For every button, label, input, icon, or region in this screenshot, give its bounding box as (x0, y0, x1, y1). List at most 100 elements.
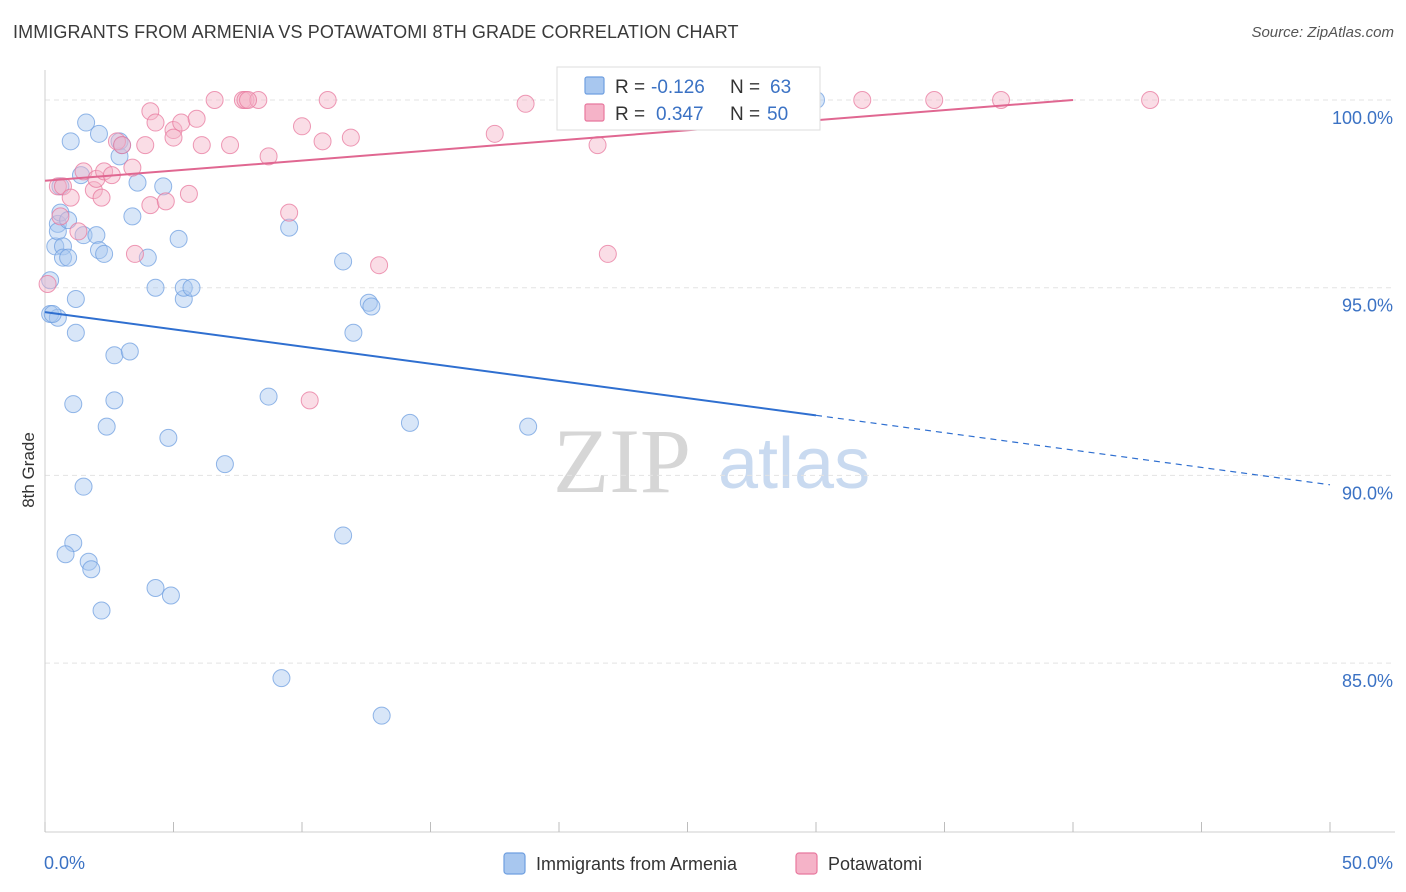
series-legend: Immigrants from Armenia Potawatomi (503, 852, 922, 875)
data-point-potawatomi (61, 188, 80, 207)
data-point-armenia (87, 226, 106, 245)
data-point-armenia (334, 252, 353, 271)
data-point-armenia (95, 244, 114, 263)
data-point-potawatomi (192, 136, 211, 155)
data-point-armenia (519, 417, 538, 436)
data-point-armenia (174, 278, 193, 297)
data-points (38, 91, 1160, 725)
trend-lines (44, 99, 1331, 486)
data-point-potawatomi (318, 91, 337, 110)
gridlines (45, 99, 1395, 664)
data-point-armenia (169, 229, 188, 248)
data-point-potawatomi (293, 117, 311, 136)
data-point-potawatomi (164, 128, 183, 147)
data-point-armenia (105, 346, 124, 365)
data-point-potawatomi (925, 91, 944, 110)
data-point-armenia (161, 586, 180, 605)
axes (44, 70, 1395, 833)
data-point-armenia (82, 560, 101, 579)
data-point-potawatomi (156, 192, 175, 211)
stats-legend: R = -0.126 N = 63 R = 0.347 N = 50 (556, 66, 821, 131)
data-point-armenia (128, 173, 147, 192)
data-point-potawatomi (141, 102, 160, 121)
data-point-armenia (159, 428, 178, 447)
data-point-armenia (105, 391, 124, 410)
data-point-armenia (344, 323, 363, 342)
y-tick-label: 100.0% (1332, 108, 1393, 128)
data-point-potawatomi (280, 203, 299, 222)
data-point-potawatomi (239, 91, 258, 110)
data-point-potawatomi (123, 158, 142, 177)
data-point-potawatomi (598, 244, 617, 263)
data-point-potawatomi (92, 188, 111, 207)
data-point-armenia (74, 477, 93, 496)
y-tick-label: 95.0% (1342, 296, 1393, 316)
series-legend-label-armenia: Immigrants from Armenia (536, 854, 738, 874)
legend-swatch-potawatomi (584, 103, 605, 122)
data-point-armenia (334, 526, 353, 545)
y-axis-title: 8th Grade (19, 432, 38, 508)
data-point-armenia (146, 579, 165, 598)
data-point-potawatomi (125, 244, 144, 263)
y-tick-label: 90.0% (1342, 483, 1393, 503)
chart-source: Source: ZipAtlas.com (1251, 24, 1394, 41)
data-point-armenia (56, 545, 75, 564)
legend-r-label: R = (615, 104, 645, 125)
data-point-armenia (146, 278, 165, 297)
data-point-potawatomi (38, 274, 57, 293)
legend-n-label: N = (730, 77, 760, 98)
data-point-armenia (259, 387, 278, 406)
data-point-armenia (280, 218, 299, 237)
data-point-potawatomi (259, 147, 278, 166)
data-point-armenia (92, 601, 111, 620)
data-point-potawatomi (205, 91, 224, 110)
data-point-potawatomi (136, 136, 155, 155)
data-point-armenia (120, 342, 139, 361)
data-point-potawatomi (87, 169, 106, 188)
data-point-potawatomi (146, 113, 165, 132)
legend-r-value-armenia: -0.126 (651, 77, 705, 98)
data-point-potawatomi (313, 132, 332, 151)
data-point-armenia (53, 248, 72, 267)
series-legend-swatch-armenia (503, 852, 526, 875)
y-tick-label: 85.0% (1342, 671, 1393, 691)
watermark-atlas: atlas (718, 424, 870, 504)
data-point-potawatomi (164, 121, 183, 140)
data-point-potawatomi (51, 207, 70, 226)
data-point-potawatomi (179, 184, 198, 203)
data-point-potawatomi (69, 222, 88, 241)
data-point-armenia (272, 669, 291, 688)
series-legend-label-potawatomi: Potawatomi (828, 854, 922, 874)
data-point-potawatomi (172, 113, 191, 132)
data-point-potawatomi (370, 256, 389, 275)
legend-r-label: R = (615, 77, 645, 98)
data-point-potawatomi (516, 94, 535, 113)
data-point-armenia (97, 417, 116, 436)
data-point-potawatomi (485, 124, 504, 143)
data-point-potawatomi (48, 177, 67, 196)
data-point-armenia (66, 289, 85, 308)
data-point-armenia (89, 124, 108, 143)
data-point-armenia (215, 455, 234, 474)
data-point-armenia (362, 297, 381, 316)
data-point-potawatomi (221, 136, 240, 155)
data-point-armenia (66, 323, 85, 342)
data-point-armenia (154, 177, 173, 196)
data-point-armenia (79, 552, 98, 571)
x-tick-label-max: 50.0% (1342, 853, 1393, 873)
data-point-armenia (48, 214, 67, 233)
legend-n-value-armenia: 63 (770, 77, 791, 98)
data-point-armenia (110, 147, 129, 166)
watermark-zip: ZIP (553, 410, 691, 512)
x-tick-labels: 0.0% 50.0% (44, 853, 1393, 873)
data-point-armenia (61, 132, 80, 151)
data-point-potawatomi (853, 91, 872, 110)
data-point-armenia (77, 113, 96, 132)
trend-line-armenia (44, 311, 817, 417)
legend-n-label: N = (730, 104, 760, 125)
y-tick-labels: 85.0% 90.0% 95.0% 100.0% (1332, 108, 1393, 691)
data-point-potawatomi (249, 91, 268, 110)
data-point-potawatomi (341, 128, 360, 147)
data-point-armenia (64, 395, 83, 414)
x-tick-label-min: 0.0% (44, 853, 85, 873)
